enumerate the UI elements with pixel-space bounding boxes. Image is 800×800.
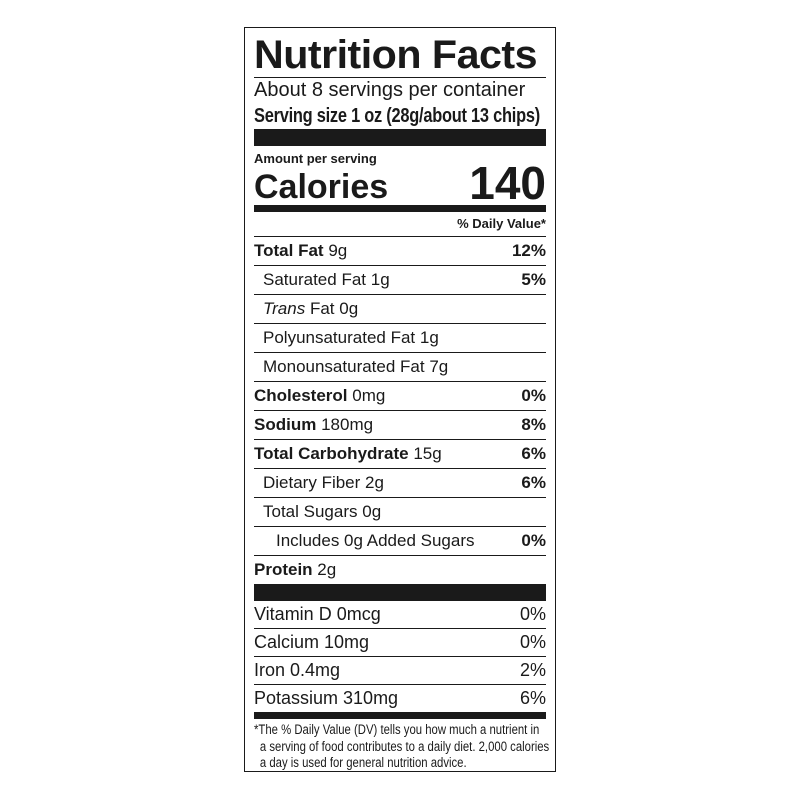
- nutrient-daily-value: 0%: [521, 531, 546, 550]
- medium-divider: [254, 205, 546, 212]
- nutrient-label: Monounsaturated Fat 7g: [254, 357, 448, 377]
- nutrient-amount: 2g: [317, 560, 337, 579]
- serving-size: Serving size 1 oz (28g/about 13 chips): [254, 105, 540, 127]
- nutrient-row: Trans Fat 0g: [254, 295, 546, 324]
- nutrient-amount: 15g: [413, 444, 442, 463]
- nutrient-label: Sodium 180mg: [254, 415, 373, 435]
- nutrient-label: Includes 0g Added Sugars: [254, 531, 474, 551]
- nutrient-row: Total Sugars 0g: [254, 498, 546, 527]
- nutrient-amount: 1g: [370, 270, 390, 289]
- nutrient-daily-value: 8%: [521, 415, 546, 434]
- nutrient-amount: 9g: [328, 241, 348, 260]
- nutrient-row: Cholesterol 0mg 0%: [254, 382, 546, 411]
- nutrient-row: Total Carbohydrate 15g 6%: [254, 440, 546, 469]
- nutrient-name-suffix: Fat: [309, 299, 335, 318]
- nutrient-amount: 180mg: [321, 415, 374, 434]
- vitamin-daily-value: 2%: [519, 660, 546, 680]
- daily-value-header: % Daily Value*: [254, 212, 546, 237]
- vitamin-label: Calcium 10mg: [254, 632, 370, 652]
- nutrient-label: Total Carbohydrate 15g: [254, 444, 442, 464]
- nutrient-name: Dietary Fiber: [263, 473, 361, 492]
- nutrient-name: Saturated Fat: [263, 270, 367, 289]
- nutrient-row: Monounsaturated Fat 7g: [254, 353, 546, 382]
- thick-divider: [254, 129, 546, 146]
- nutrient-daily-value: 6%: [521, 473, 546, 492]
- nutrient-name: Trans: [263, 299, 306, 318]
- nutrient-name: Protein: [254, 560, 313, 579]
- medium-divider: [254, 712, 546, 719]
- nutrient-row: Total Fat 9g 12%: [254, 237, 546, 266]
- vitamin-daily-value: 6%: [519, 688, 546, 708]
- thick-divider: [254, 584, 546, 601]
- nutrient-label: Polyunsaturated Fat 1g: [254, 328, 439, 348]
- vitamin-row: Iron 0.4mg 2%: [254, 657, 546, 685]
- servings-per-container: About 8 servings per container: [254, 79, 526, 101]
- vitamin-row: Calcium 10mg 0%: [254, 629, 546, 657]
- nutrient-amount: 0mg: [352, 386, 386, 405]
- nutrition-facts-label: Nutrition Facts About 8 servings per con…: [244, 27, 556, 772]
- label-title: Nutrition Facts: [254, 33, 537, 77]
- nutrient-name: Total Fat: [254, 241, 324, 260]
- vitamin-label: Potassium 310mg: [254, 688, 399, 708]
- nutrient-amount: 7g: [429, 357, 449, 376]
- nutrient-amount: 1g: [419, 328, 439, 347]
- footnote-line: *The % Daily Value (DV) tells you how mu…: [254, 722, 540, 737]
- vitamin-daily-value: 0%: [519, 604, 546, 624]
- vitamin-label: Vitamin D 0mcg: [254, 604, 381, 624]
- vitamin-row: Vitamin D 0mcg 0%: [254, 601, 546, 629]
- nutrient-name: Monounsaturated Fat: [263, 357, 425, 376]
- vitamin-row: Potassium 310mg 6%: [254, 685, 546, 712]
- nutrient-name: Total Carbohydrate: [254, 444, 409, 463]
- calories-value: 140: [469, 157, 546, 209]
- footnote-line: a serving of food contributes to a daily…: [259, 738, 550, 754]
- vitamin-daily-value: 0%: [519, 632, 546, 652]
- nutrient-amount: 0g: [339, 299, 359, 318]
- footnote: *The % Daily Value (DV) tells you how mu…: [254, 722, 549, 772]
- nutrient-row: Protein 2g: [254, 556, 546, 584]
- nutrient-row: Dietary Fiber 2g 6%: [254, 469, 546, 498]
- nutrient-name: Cholesterol: [254, 386, 348, 405]
- nutrient-row: Saturated Fat 1g 5%: [254, 266, 546, 295]
- vitamin-label: Iron 0.4mg: [254, 660, 341, 680]
- nutrient-list: Total Fat 9g 12% Saturated Fat 1g 5% Trans F…: [254, 237, 546, 584]
- nutrient-amount: 2g: [365, 473, 384, 492]
- calories-label: Calories: [254, 168, 389, 206]
- nutrient-label: Cholesterol 0mg: [254, 386, 385, 406]
- nutrient-label: Protein 2g: [254, 560, 336, 580]
- nutrient-label: Total Fat 9g: [254, 241, 347, 261]
- nutrient-name: Sodium: [254, 415, 317, 434]
- nutrient-daily-value: 12%: [511, 241, 546, 260]
- divider: [254, 77, 546, 78]
- nutrient-daily-value: 0%: [521, 386, 546, 405]
- footnote-line: a day is used for general nutrition advi…: [259, 755, 467, 770]
- vitamin-list: Vitamin D 0mcg 0% Calcium 10mg 0% Iron 0.4mg…: [254, 601, 546, 712]
- nutrient-name: Includes 0g Added Sugars: [276, 531, 475, 550]
- nutrient-label: Trans Fat 0g: [254, 299, 358, 319]
- nutrient-label: Total Sugars 0g: [254, 502, 381, 522]
- nutrient-row: Sodium 180mg 8%: [254, 411, 546, 440]
- nutrient-row: Polyunsaturated Fat 1g: [254, 324, 546, 353]
- nutrient-name: Polyunsaturated Fat: [263, 328, 416, 347]
- amount-per-serving: Amount per serving: [254, 151, 377, 166]
- nutrient-label: Dietary Fiber 2g: [254, 473, 384, 493]
- nutrient-daily-value: 6%: [521, 444, 546, 463]
- calories-row: Calories 140: [254, 160, 546, 206]
- nutrient-row: Includes 0g Added Sugars 0%: [254, 527, 546, 556]
- nutrient-daily-value: 5%: [521, 270, 546, 289]
- nutrient-label: Saturated Fat 1g: [254, 270, 390, 290]
- nutrient-name: Total Sugars: [263, 502, 358, 521]
- nutrient-amount: 0g: [362, 502, 382, 521]
